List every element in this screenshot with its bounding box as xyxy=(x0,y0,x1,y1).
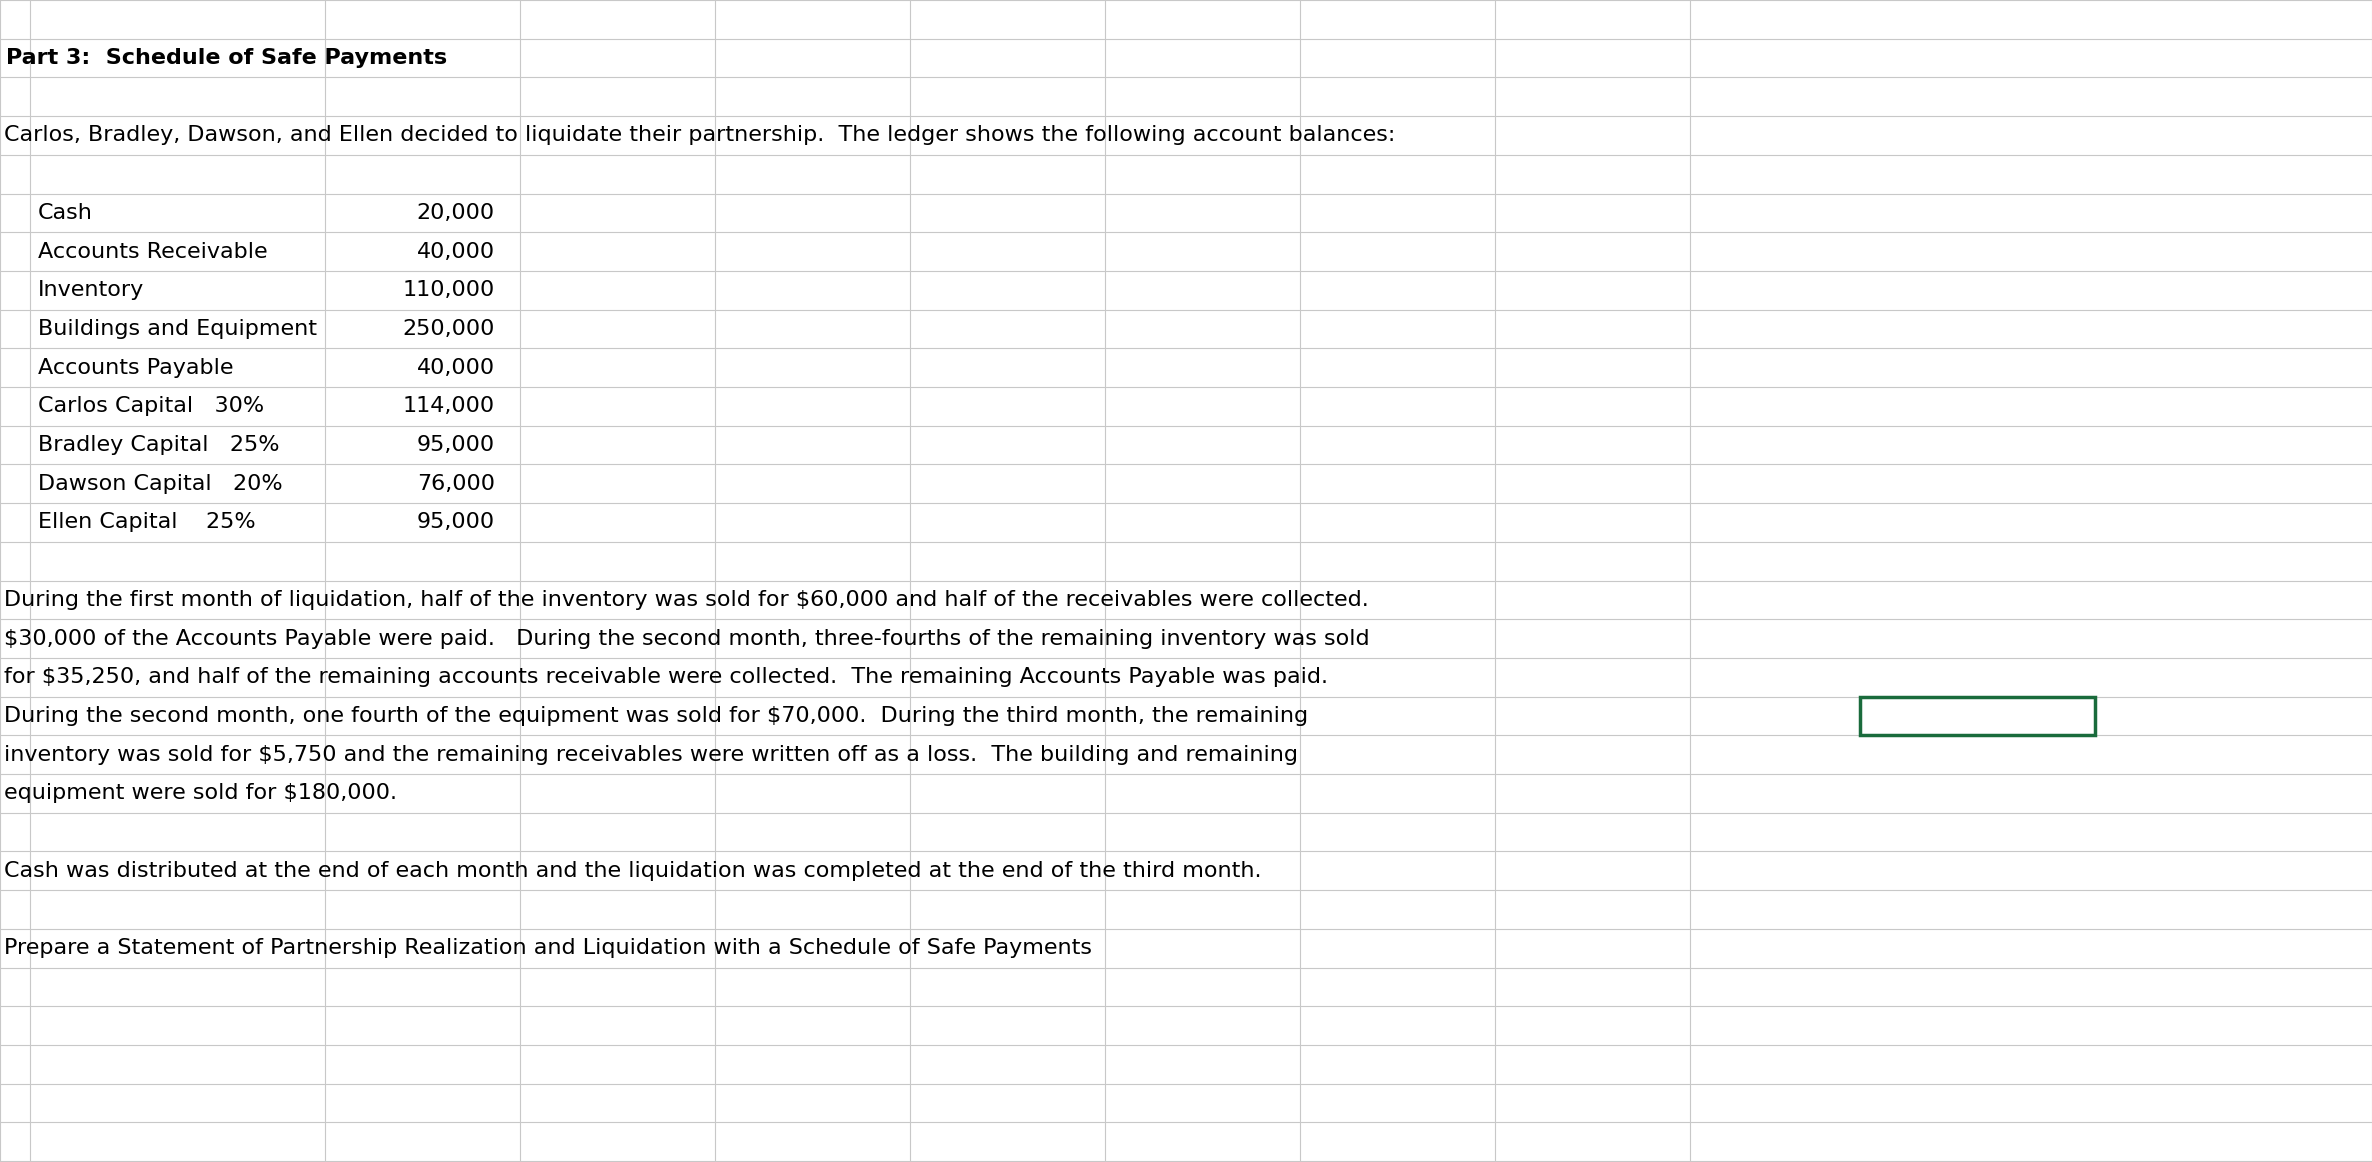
Text: Carlos Capital   30%: Carlos Capital 30% xyxy=(38,396,263,416)
Text: Bradley Capital   25%: Bradley Capital 25% xyxy=(38,435,280,456)
Text: 95,000: 95,000 xyxy=(417,512,496,532)
Text: 95,000: 95,000 xyxy=(417,435,496,456)
Text: 114,000: 114,000 xyxy=(403,396,496,416)
Text: 40,000: 40,000 xyxy=(417,242,496,261)
Text: 250,000: 250,000 xyxy=(403,318,496,339)
Text: Inventory: Inventory xyxy=(38,280,145,300)
Text: for $35,250, and half of the remaining accounts receivable were collected.  The : for $35,250, and half of the remaining a… xyxy=(5,667,1328,687)
Text: Dawson Capital   20%: Dawson Capital 20% xyxy=(38,474,282,494)
Text: Cash was distributed at the end of each month and the liquidation was completed : Cash was distributed at the end of each … xyxy=(5,861,1262,881)
Text: equipment were sold for $180,000.: equipment were sold for $180,000. xyxy=(5,783,396,803)
Text: Cash: Cash xyxy=(38,203,93,223)
Text: Accounts Payable: Accounts Payable xyxy=(38,358,232,378)
Text: Prepare a Statement of Partnership Realization and Liquidation with a Schedule o: Prepare a Statement of Partnership Reali… xyxy=(5,938,1091,959)
Text: Ellen Capital    25%: Ellen Capital 25% xyxy=(38,512,256,532)
Text: Part 3:  Schedule of Safe Payments: Part 3: Schedule of Safe Payments xyxy=(7,48,448,69)
Text: Carlos, Bradley, Dawson, and Ellen decided to liquidate their partnership.  The : Carlos, Bradley, Dawson, and Ellen decid… xyxy=(5,125,1395,145)
Text: 40,000: 40,000 xyxy=(417,358,496,378)
Text: During the first month of liquidation, half of the inventory was sold for $60,00: During the first month of liquidation, h… xyxy=(5,590,1369,610)
Text: $30,000 of the Accounts Payable were paid.   During the second month, three-four: $30,000 of the Accounts Payable were pai… xyxy=(5,629,1369,648)
Text: Buildings and Equipment: Buildings and Equipment xyxy=(38,318,318,339)
Text: inventory was sold for $5,750 and the remaining receivables were written off as : inventory was sold for $5,750 and the re… xyxy=(5,745,1297,765)
Text: 76,000: 76,000 xyxy=(417,474,496,494)
Text: 110,000: 110,000 xyxy=(403,280,496,300)
Text: Accounts Receivable: Accounts Receivable xyxy=(38,242,268,261)
Text: During the second month, one fourth of the equipment was sold for $70,000.  Duri: During the second month, one fourth of t… xyxy=(5,706,1307,726)
Text: 20,000: 20,000 xyxy=(417,203,496,223)
Bar xyxy=(1860,696,2094,736)
